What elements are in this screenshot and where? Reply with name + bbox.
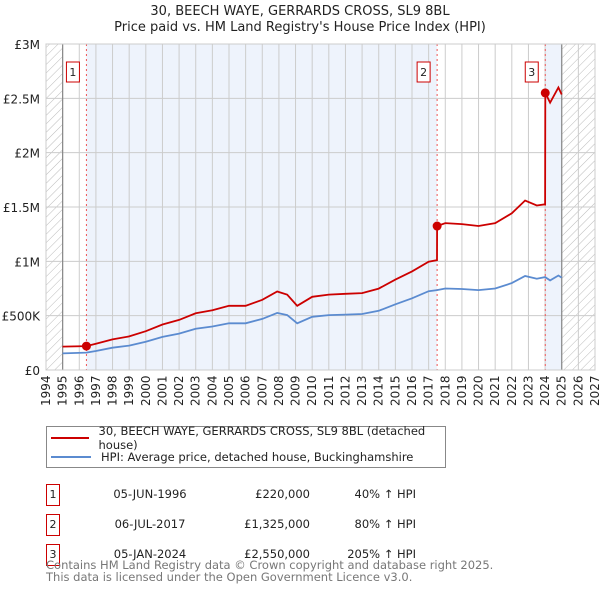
sale-point [540,88,550,98]
x-tick-label: 2002 [172,375,186,406]
x-tick-label: 2026 [571,375,585,406]
price-paid-line [62,85,563,348]
chart-title: 30, BEECH WAYE, GERRARDS CROSS, SL9 8BL [150,4,450,19]
footer-copyright: Contains HM Land Registry data © Crown c… [46,558,494,572]
y-tick-label: £1.5M [3,201,40,215]
x-tick-label: 2009 [289,375,303,406]
sale-label-box [416,61,431,83]
x-tick-label: 2003 [189,375,203,406]
x-tick-label: 2011 [322,375,336,406]
y-tick-label: £3M [14,38,40,52]
price-chart: 1994 1995 1996 1997 1998 1999 2000 2001 2002 2003… [2,38,600,406]
x-tick-label: 2015 [388,375,402,406]
x-tick-label: 1996 [72,375,86,406]
x-tick-label: 2024 [538,375,552,406]
sale-label-box [524,61,539,83]
sale-badge: 1 [46,484,60,506]
sale-label: 3 [528,66,535,79]
legend-label-hpi: HPI: Average price, detached house, Buck… [101,450,414,464]
legend-label-price: 30, BEECH WAYE, GERRARDS CROSS, SL9 8BL … [98,424,426,452]
legend-item-hpi: HPI: Average price, detached house, Buck… [51,448,413,466]
footer: Contains HM Land Registry data © Crown c… [46,558,494,584]
y-tick-label: £2.5M [3,92,40,106]
x-tick-label: 2006 [239,375,253,406]
sale-point [81,341,91,351]
sale-hpi-change: 80% ↑ HPI [354,517,416,531]
x-tick-label: 2018 [438,375,452,406]
x-tick-label: 2027 [588,375,600,406]
x-tick-label: 2014 [372,375,386,406]
x-tick-label: 1999 [122,375,136,406]
sale-date: 05-JUN-1996 [113,487,187,501]
y-tick-label: £0 [25,364,40,378]
x-tick-label: 2017 [422,375,436,406]
legend-swatch-hpi [51,456,91,458]
sale-price: £1,325,000 [244,517,310,531]
hpi-line [62,274,563,355]
x-tick-label: 2025 [555,375,569,406]
plot-border [45,43,596,371]
x-tick-label: 2004 [205,375,219,406]
x-tick-label: 2012 [338,375,352,406]
sale-hpi-change: 205% ↑ HPI [347,547,416,561]
x-tick-label: 1995 [56,375,70,406]
sale-price: £2,550,000 [244,547,310,561]
x-tick-label: 2020 [472,375,486,406]
chart-subtitle: Price paid vs. HM Land Registry's House … [114,20,486,35]
y-tick-label: £1M [14,255,40,269]
sale-label-box [65,61,80,83]
x-tick-label: 2019 [455,375,469,406]
x-tick-label: 2010 [305,375,319,406]
x-tick-label: 2013 [355,375,369,406]
legend-item-price: 30, BEECH WAYE, GERRARDS CROSS, SL9 8BL … [51,424,445,452]
sale-label: 2 [420,66,427,79]
sale-badge: 3 [46,544,60,566]
x-tick-label: 2001 [155,375,169,406]
x-tick-label: 2000 [139,375,153,406]
x-tick-label: 2022 [505,375,519,406]
x-tick-label: 2021 [488,375,502,406]
x-tick-label: 2007 [255,375,269,406]
y-tick-label: £2M [14,147,40,161]
sale-date: 05-JAN-2024 [113,547,187,561]
sale-badge: 2 [46,514,60,536]
sale-hpi-change: 40% ↑ HPI [354,487,416,501]
legend-swatch-price [51,437,89,439]
y-tick-label: £500K [2,310,42,324]
sale-row: 2 06-JUL-2017 £1,325,000 80% ↑ HPI [46,514,466,536]
sale-row: 3 05-JAN-2024 £2,550,000 205% ↑ HPI [46,544,466,566]
x-tick-label: 1998 [106,375,120,406]
sale-price: £220,000 [255,487,310,501]
sale-point [432,221,442,231]
x-tick-label: 2008 [272,375,286,406]
sale-row: 1 05-JUN-1996 £220,000 40% ↑ HPI [46,484,466,506]
x-tick-label: 1994 [39,375,53,406]
x-tick-label: 2005 [222,375,236,406]
sale-date: 06-JUL-2017 [114,517,186,531]
x-tick-label: 2023 [521,375,535,406]
footer-licence: This data is licensed under the Open Gov… [46,569,413,584]
x-tick-label: 2016 [405,375,419,406]
legend: 30, BEECH WAYE, GERRARDS CROSS, SL9 8BL … [46,424,446,468]
sale-label: 1 [69,66,76,79]
x-tick-label: 1997 [89,375,103,406]
